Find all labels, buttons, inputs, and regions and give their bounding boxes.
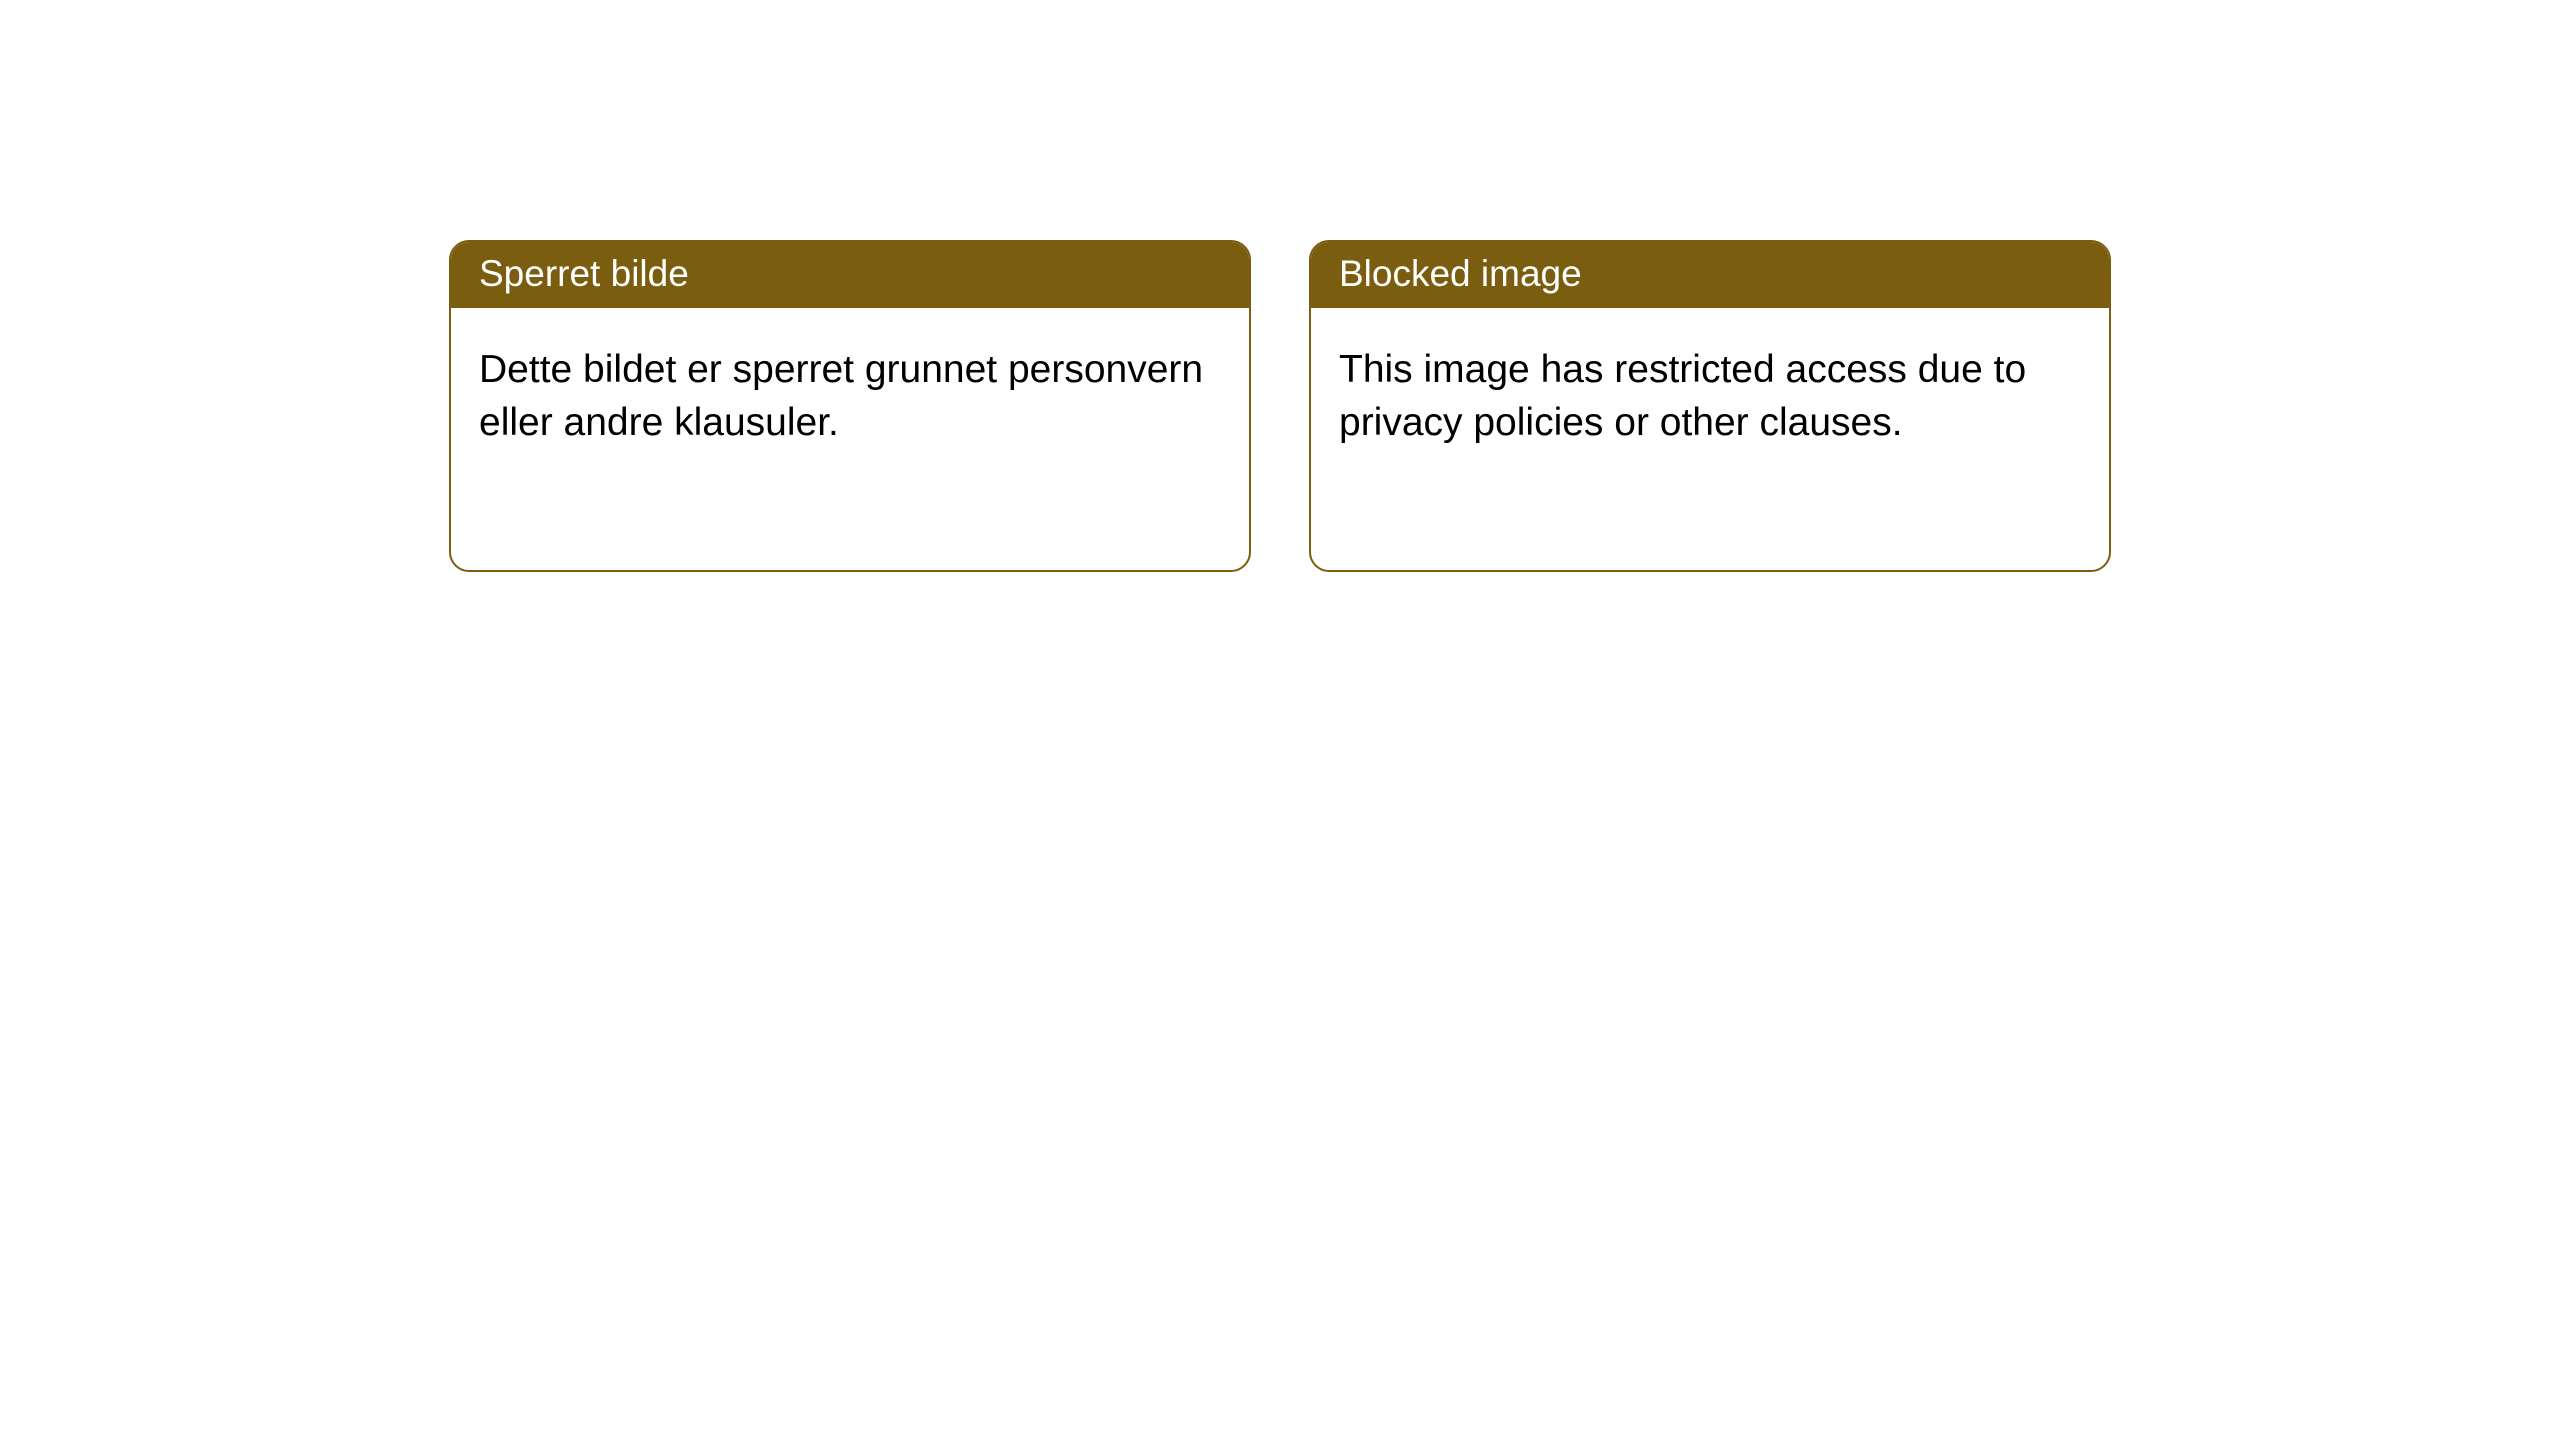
notice-card-title: Blocked image [1311,242,2109,308]
notice-container: Sperret bilde Dette bildet er sperret gr… [0,0,2560,572]
notice-card-body: This image has restricted access due to … [1311,308,2109,485]
notice-card-body: Dette bildet er sperret grunnet personve… [451,308,1249,485]
notice-card-en: Blocked image This image has restricted … [1309,240,2111,572]
notice-card-no: Sperret bilde Dette bildet er sperret gr… [449,240,1251,572]
notice-card-title: Sperret bilde [451,242,1249,308]
